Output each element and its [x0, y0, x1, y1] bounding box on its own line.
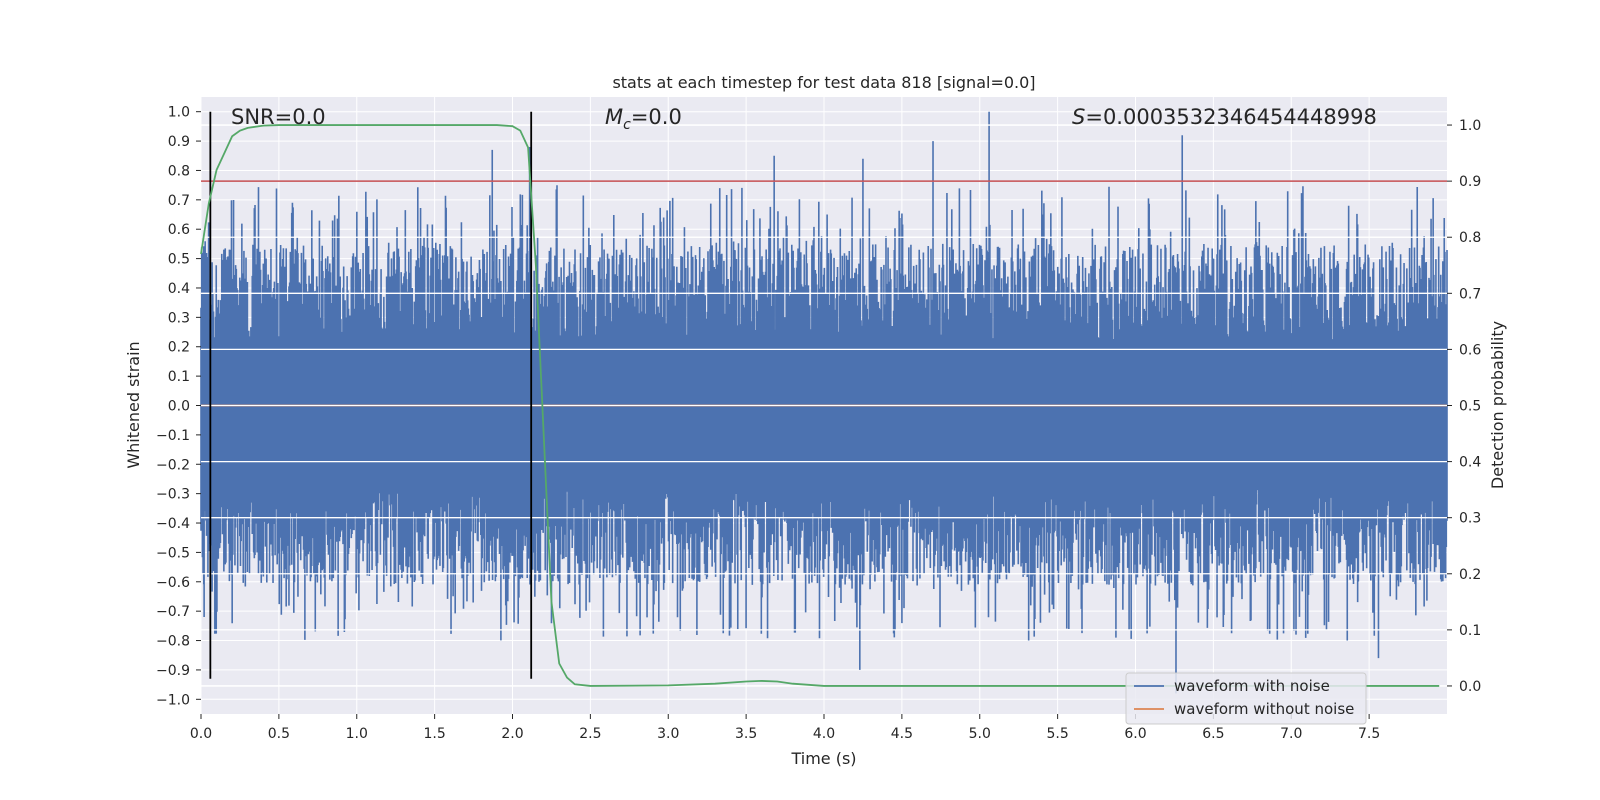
annotation-statistic-value: =0.0003532346454448998 [1085, 105, 1377, 129]
series-detection-probability [200, 124, 1440, 687]
y-right-tick-label: 0.2 [1459, 567, 1481, 583]
y-left-tick-label: 1.0 [168, 105, 190, 121]
x-tick-label: 4.5 [891, 726, 913, 742]
y-right-tick-label: 0.3 [1459, 511, 1481, 527]
y-left-tick-label: 0.3 [168, 310, 190, 326]
y-left-tick-label: 0.7 [168, 193, 190, 209]
y-left-tick-label: −0.4 [156, 516, 190, 532]
y-axis-right-label: Detection probability [1488, 321, 1507, 489]
legend: waveform with noise waveform without noi… [1125, 672, 1367, 725]
x-axis-ticks: 0.0 0.5 1.0 1.5 2.0 2.5 3.0 3.5 4.0 4.5 5.0 5.5 6.0 6… [190, 714, 1380, 742]
x-tick-label: 4.0 [813, 726, 835, 742]
x-tick-label: 2.5 [579, 726, 601, 742]
annotation-statistic-symbol: S [1072, 105, 1085, 129]
y-right-tick-label: 0.5 [1459, 399, 1481, 415]
y-right-tick-label: 0.9 [1459, 174, 1481, 190]
x-tick-label: 2.0 [501, 726, 523, 742]
y-left-tick-label: 0.4 [168, 281, 190, 297]
legend-box [1125, 672, 1367, 725]
y-right-tick-label: 0.1 [1459, 623, 1481, 639]
y-left-tick-label: 0.2 [168, 340, 190, 356]
y-left-tick-label: 0.0 [168, 399, 190, 415]
x-axis-label: Time (s) [790, 749, 856, 768]
y-right-tick-label: 1.0 [1459, 118, 1481, 134]
legend-label-clean: waveform without noise [1174, 700, 1354, 718]
annotation-chirp-mass-value: =0.0 [631, 105, 682, 129]
waveform-with-noise-line [200, 111, 1448, 694]
y-left-tick-label: −0.5 [156, 545, 190, 561]
x-tick-label: 7.0 [1280, 726, 1302, 742]
y-right-tick-label: 0.4 [1459, 455, 1481, 471]
legend-label-noise: waveform with noise [1174, 677, 1330, 695]
x-tick-label: 1.0 [346, 726, 368, 742]
y-left-tick-label: −1.0 [156, 692, 190, 708]
annotation-statistic: S=0.0003532346454448998 [1072, 105, 1377, 129]
annotation-chirp-mass-subscript: c [623, 117, 631, 133]
annotation-chirp-mass-symbol: M [605, 105, 623, 129]
y-left-tick-label: 0.5 [168, 252, 190, 268]
x-tick-label: 6.0 [1124, 726, 1146, 742]
y-left-tick-label: 0.6 [168, 222, 190, 238]
y-left-tick-label: 0.1 [168, 369, 190, 385]
x-tick-label: 5.0 [969, 726, 991, 742]
detection-probability-line [200, 124, 1440, 687]
x-tick-label: 5.5 [1046, 726, 1068, 742]
y-left-tick-label: 0.8 [168, 163, 190, 179]
x-tick-label: 6.5 [1202, 726, 1224, 742]
chart-title: stats at each timestep for test data 818… [612, 73, 1035, 92]
series-waveform-with-noise [200, 111, 1448, 694]
y-left-tick-label: −0.7 [156, 604, 190, 620]
y-left-tick-label: −0.2 [156, 457, 190, 473]
y-left-tick-label: −0.8 [156, 634, 190, 650]
x-tick-label: 0.0 [190, 726, 212, 742]
y-left-tick-label: −0.9 [156, 663, 190, 679]
annotation-chirp-mass: Mc=0.0 [605, 105, 682, 133]
y-axis-left-ticks: 1.0 0.9 0.8 0.7 0.6 0.5 0.4 0.3 0.2 0.1 0.0 −0.1 −0.… [156, 105, 201, 708]
y-right-tick-label: 0.0 [1459, 679, 1481, 695]
y-right-tick-label: 0.8 [1459, 230, 1481, 246]
y-axis-left-label: Whitened strain [124, 341, 143, 468]
y-axis-right-ticks: 1.0 0.9 0.8 0.7 0.6 0.5 0.4 0.3 0.2 0.1 0.0 [1447, 118, 1481, 695]
x-tick-label: 3.0 [657, 726, 679, 742]
y-left-tick-label: −0.3 [156, 487, 190, 503]
x-tick-label: 7.5 [1358, 726, 1380, 742]
y-left-tick-label: −0.1 [156, 428, 190, 444]
x-tick-label: 1.5 [423, 726, 445, 742]
y-right-tick-label: 0.7 [1459, 286, 1481, 302]
y-right-tick-label: 0.6 [1459, 342, 1481, 358]
x-tick-label: 3.5 [735, 726, 757, 742]
y-left-tick-label: −0.6 [156, 575, 190, 591]
x-tick-label: 0.5 [268, 726, 290, 742]
annotation-snr: SNR=0.0 [231, 105, 326, 129]
y-left-tick-label: 0.9 [168, 134, 190, 150]
